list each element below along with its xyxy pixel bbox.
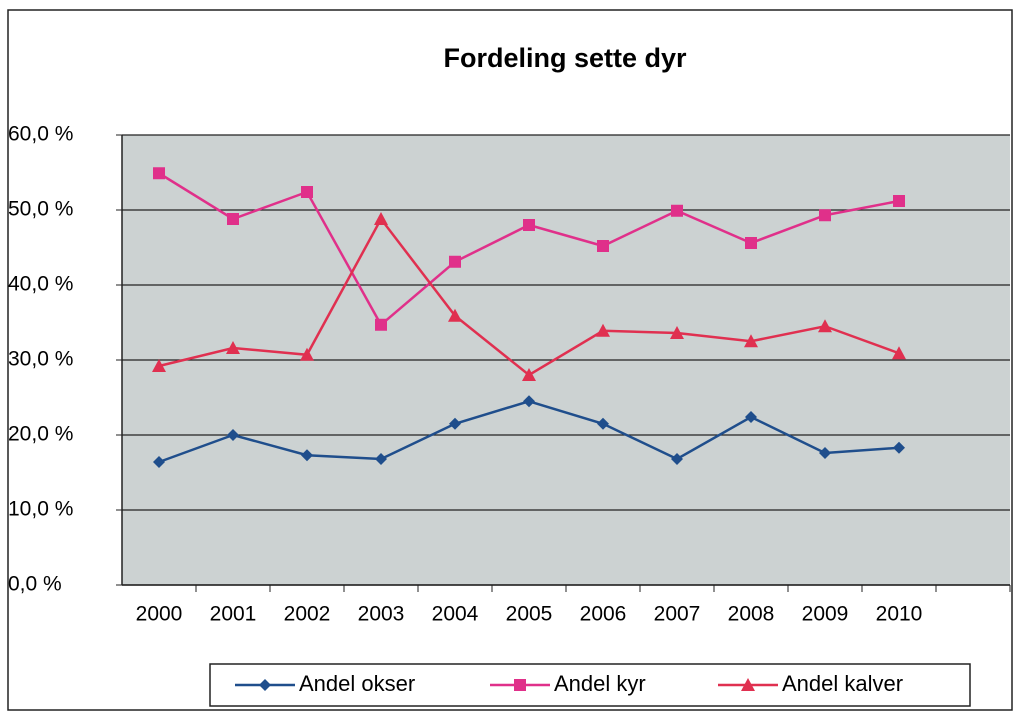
data-point [819, 209, 831, 222]
y-tick-label: 10,0 % [8, 498, 73, 521]
data-point [671, 204, 683, 217]
legend-marker [259, 679, 271, 691]
y-tick-label: 30,0 % [8, 348, 73, 371]
legend-label: Andel okser [299, 671, 415, 696]
data-point [671, 453, 683, 465]
x-tick-label: 2007 [654, 603, 701, 626]
legend-label: Andel kyr [554, 671, 646, 696]
y-tick-label: 20,0 % [8, 423, 73, 446]
data-point [597, 417, 609, 430]
data-point [596, 323, 610, 337]
data-point [375, 453, 387, 465]
data-point [153, 456, 165, 468]
data-point [449, 255, 461, 268]
data-point [893, 441, 905, 454]
data-point [892, 346, 906, 360]
data-point [522, 368, 536, 381]
data-point [449, 417, 461, 430]
data-point [301, 186, 313, 198]
data-point [448, 308, 462, 322]
chart-title: Fordeling sette dyr [443, 43, 687, 73]
data-point [744, 334, 758, 348]
data-point [227, 429, 239, 441]
legend-label: Andel kalver [782, 671, 903, 696]
y-tick-label: 0,0 % [8, 573, 62, 596]
data-point [374, 212, 388, 225]
x-tick-label: 2002 [284, 603, 331, 626]
y-tick-label: 60,0 % [8, 123, 73, 146]
data-point [818, 319, 832, 333]
x-tick-label: 2009 [802, 603, 849, 626]
legend-marker [514, 679, 526, 691]
x-tick-label: 2000 [136, 603, 183, 626]
data-point [745, 237, 757, 249]
data-point [893, 195, 905, 207]
data-point [375, 318, 387, 331]
data-point [153, 167, 165, 180]
y-tick-label: 40,0 % [8, 273, 73, 296]
data-point [227, 213, 239, 225]
x-tick-label: 2001 [210, 603, 257, 626]
x-tick-label: 2010 [876, 603, 923, 626]
data-point [226, 341, 240, 354]
x-tick-label: 2008 [728, 603, 775, 626]
data-point [300, 347, 314, 361]
y-tick-label: 50,0 % [8, 198, 73, 221]
x-tick-label: 2006 [580, 603, 627, 626]
data-point [301, 449, 313, 462]
legend [209, 663, 971, 707]
data-point [597, 240, 609, 252]
x-tick-label: 2005 [506, 603, 553, 626]
data-point [745, 411, 757, 423]
data-point [670, 326, 684, 339]
data-point [152, 359, 166, 372]
legend-marker [741, 678, 755, 691]
data-point [523, 219, 535, 231]
x-tick-label: 2003 [358, 603, 405, 626]
data-point [819, 447, 831, 459]
x-tick-label: 2004 [432, 603, 479, 626]
data-point [523, 395, 535, 408]
